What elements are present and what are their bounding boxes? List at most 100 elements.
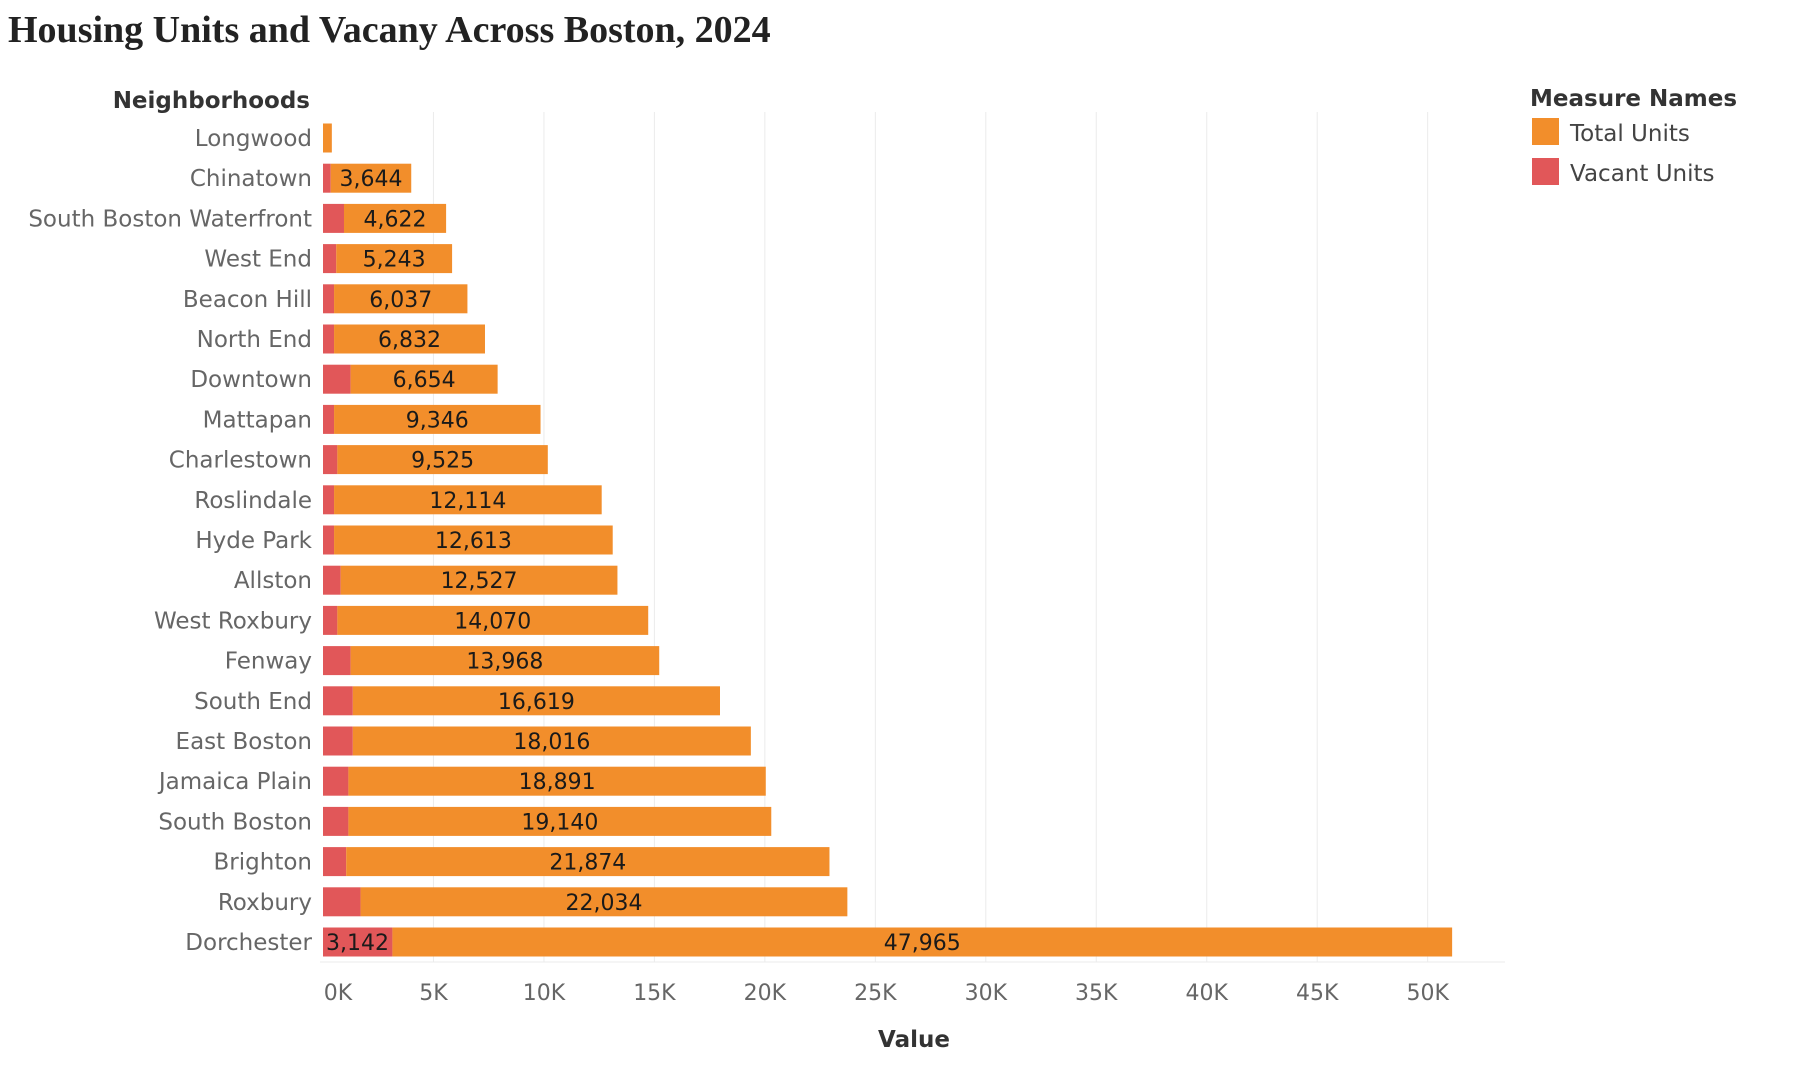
category-label: Allston [234, 568, 312, 594]
x-tick-label: 0K [324, 981, 353, 1006]
data-label-total-units: 4,622 [364, 207, 427, 232]
category-label: Mattapan [203, 407, 312, 433]
x-tick-label: 25K [854, 981, 897, 1006]
data-label-total-units: 12,114 [429, 489, 506, 514]
data-label-total-units: 22,034 [565, 891, 642, 916]
bar-vacant-units [323, 485, 335, 515]
data-label-total-units: 12,613 [435, 529, 512, 554]
chart-title: Housing Units and Vacany Across Boston, … [8, 9, 771, 51]
category-label: Longwood [195, 126, 312, 152]
category-labels: Longwood Chinatown South Boston Waterfront… [28, 126, 312, 956]
bar-total-units [330, 163, 412, 193]
data-label-total-units: 21,874 [549, 851, 626, 876]
bar-vacant-units [323, 163, 331, 193]
data-label-total-units: 3,644 [339, 167, 402, 192]
bar-total-units [323, 123, 332, 153]
x-axis-title: Value [878, 1027, 950, 1053]
bar-vacant-units [323, 324, 335, 354]
data-label-total-units: 18,891 [519, 770, 596, 795]
bar-vacant-units [323, 244, 337, 274]
data-label-total-units: 47,965 [884, 931, 961, 956]
category-label: Roslindale [194, 488, 312, 514]
bar-total-units [360, 887, 848, 917]
category-label: Fenway [225, 649, 312, 675]
category-label: Beacon Hill [183, 287, 312, 313]
x-tick-label: 5K [419, 981, 448, 1006]
bar-total-units [334, 485, 602, 515]
data-label-total-units: 14,070 [454, 609, 531, 634]
bar-vacant-units [323, 686, 353, 716]
bar-total-units [340, 565, 618, 595]
category-label: Charlestown [169, 448, 312, 474]
bar-total-units [343, 203, 447, 233]
category-label: South End [194, 689, 312, 715]
bar-total-units [350, 646, 660, 676]
category-label: South Boston [158, 809, 312, 835]
bar-vacant-units [323, 887, 361, 917]
data-label-total-units: 16,619 [498, 690, 575, 715]
bar-total-units [350, 364, 498, 394]
x-axis-ticks: 0K 5K 10K 15K 20K 25K 30K 35K 40K 45K 50K [324, 981, 1450, 1006]
data-label-total-units: 6,832 [378, 328, 441, 353]
category-label: Jamaica Plain [157, 769, 312, 795]
bar-total-units [348, 766, 766, 796]
bar-total-units [334, 284, 468, 314]
data-label-total-units: 9,525 [411, 449, 474, 474]
data-label-vacant-units: 3,142 [326, 931, 389, 956]
category-label: Downtown [190, 367, 312, 393]
bar-total-units [348, 806, 772, 836]
legend: Measure Names Total Units Vacant Units [1530, 86, 1737, 187]
bar-vacant-units [323, 525, 335, 555]
data-label-total-units: 12,527 [441, 569, 518, 594]
bar-vacant-units [323, 445, 338, 475]
category-label: East Boston [176, 729, 312, 755]
bar-total-units [334, 324, 485, 354]
bar-total-units [352, 686, 720, 716]
data-label-total-units: 19,140 [521, 810, 598, 835]
bar-vacant-units [323, 766, 349, 796]
x-tick-label: 50K [1406, 981, 1449, 1006]
x-tick-label: 10K [523, 981, 566, 1006]
legend-title: Measure Names [1530, 86, 1737, 112]
bar-total-units [352, 726, 751, 756]
row-header: Neighborhoods [113, 88, 310, 114]
legend-label-total-units: Total Units [1569, 121, 1690, 147]
data-label-total-units: 6,654 [393, 368, 456, 393]
data-label-total-units: 6,037 [369, 288, 432, 313]
data-label-total-units: 13,968 [466, 650, 543, 675]
bar-total-units [346, 847, 830, 877]
legend-label-vacant-units: Vacant Units [1570, 161, 1715, 187]
legend-swatch-vacant-units [1532, 158, 1559, 185]
bar-total-units [336, 244, 453, 274]
x-tick-label: 45K [1296, 981, 1339, 1006]
bar-vacant-units [323, 806, 349, 836]
bar-vacant-units [323, 646, 351, 676]
category-label: Hyde Park [195, 528, 312, 554]
category-label: Dorchester [185, 930, 312, 956]
data-label-total-units: 5,243 [363, 248, 426, 273]
category-label: North End [197, 327, 312, 353]
bar-vacant-units [323, 726, 353, 756]
category-label: Roxbury [218, 890, 312, 916]
x-tick-label: 35K [1075, 981, 1118, 1006]
legend-swatch-total-units [1532, 118, 1559, 145]
data-label-total-units: 9,346 [406, 408, 469, 433]
bar-vacant-units [323, 364, 351, 394]
x-tick-label: 20K [744, 981, 787, 1006]
category-label: South Boston Waterfront [28, 206, 312, 232]
data-label-total-units: 18,016 [513, 730, 590, 755]
bar-total-units [337, 605, 649, 635]
bar-total-units [334, 525, 613, 555]
bar-vacant-units [323, 203, 344, 233]
bar-vacant-units [323, 927, 393, 957]
bar-total-units [334, 404, 541, 434]
x-tick-label: 40K [1186, 981, 1229, 1006]
bar-vacant-units [323, 847, 347, 877]
category-label: West End [204, 247, 312, 273]
bar-vacant-units [323, 565, 341, 595]
bar-vacant-units [323, 605, 338, 635]
bars: 3,644 4,622 5,243 6,037 6,832 6,654 9,346 9,525… [323, 123, 1453, 957]
bar-total-units [337, 445, 548, 475]
category-label: Brighton [214, 850, 312, 876]
